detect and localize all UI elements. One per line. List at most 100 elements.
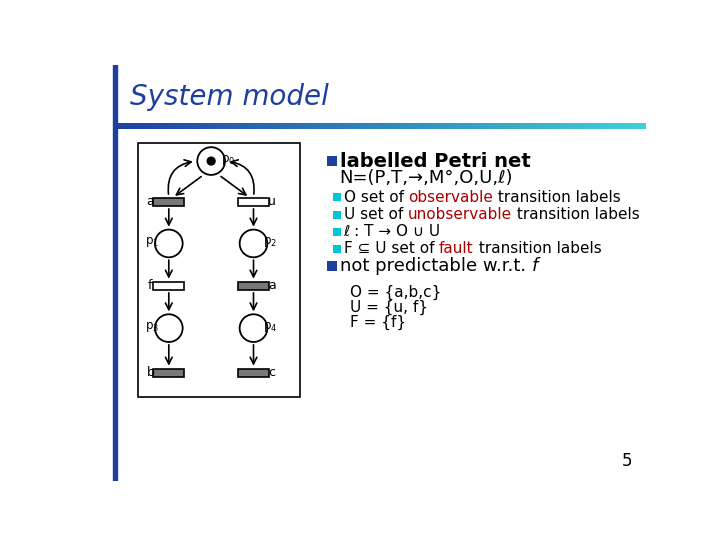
Bar [189,123,192,129]
Bar [365,123,368,129]
Bar [215,123,218,129]
Bar [598,123,601,129]
Bar [327,261,337,271]
Bar [333,123,336,129]
Bar [435,123,438,129]
Bar [250,123,253,129]
Text: 5: 5 [621,453,632,470]
Text: unobservable: unobservable [408,207,512,222]
Text: F = {f}: F = {f} [350,315,406,330]
Bar [328,123,330,129]
Bar [323,123,325,129]
Bar [212,123,215,129]
Bar [448,123,451,129]
Bar [462,123,464,129]
Bar [569,123,572,129]
Bar [223,123,226,129]
Bar [180,123,184,129]
Bar [582,123,585,129]
Bar [424,123,427,129]
Text: not predictable w.r.t.: not predictable w.r.t. [340,256,531,275]
Bar [207,123,210,129]
Bar [132,123,135,129]
Bar [153,369,184,377]
Bar [234,123,237,129]
Bar [389,123,392,129]
Bar [298,123,301,129]
Bar [309,123,312,129]
Bar [400,123,403,129]
Bar [531,123,534,129]
Bar [279,123,282,129]
Bar [528,123,531,129]
Bar [242,123,245,129]
Bar [469,123,472,129]
Bar [202,123,204,129]
Bar [627,123,631,129]
Bar [354,123,357,129]
Circle shape [240,230,267,257]
Bar [577,123,580,129]
Text: u: u [268,195,276,208]
Bar [343,123,347,129]
Circle shape [155,314,183,342]
Bar [256,123,258,129]
Bar [238,281,269,290]
Bar [405,123,408,129]
Bar [494,123,497,129]
Bar [119,123,122,129]
Bar [454,123,456,129]
Bar [143,123,146,129]
Bar [138,143,300,397]
Text: labelled Petri net: labelled Petri net [340,152,531,171]
Bar [130,123,132,129]
Circle shape [207,157,216,166]
Bar [429,123,433,129]
Bar [333,245,341,253]
Bar [370,123,374,129]
Circle shape [197,147,225,175]
Bar [485,123,489,129]
Bar [518,123,521,129]
Bar [502,123,505,129]
Bar [510,123,513,129]
Bar [617,123,620,129]
Bar [590,123,593,129]
Bar [464,123,467,129]
Bar [164,123,167,129]
Bar [614,123,617,129]
Text: c: c [269,366,276,379]
Bar [325,123,328,129]
Bar [264,123,266,129]
Bar [336,123,338,129]
Text: p$_4$: p$_4$ [264,320,278,334]
Bar [258,123,261,129]
Bar [238,198,269,206]
Bar [153,198,184,206]
Bar [175,123,178,129]
Text: U set of: U set of [343,207,408,222]
Bar [333,193,341,201]
Bar [552,123,556,129]
Bar [266,123,269,129]
Bar [547,123,550,129]
Bar [593,123,595,129]
Bar [633,123,636,129]
Bar [443,123,446,129]
Bar [513,123,516,129]
Bar [588,123,590,129]
Text: fault: fault [439,241,474,256]
Bar [237,123,240,129]
Bar [416,123,419,129]
Bar [349,123,352,129]
Bar [644,123,647,129]
Text: O = {a,b,c}: O = {a,b,c} [350,285,441,300]
Bar [197,123,199,129]
Bar [402,123,405,129]
Bar [541,123,545,129]
Text: transition labels: transition labels [512,207,639,222]
Bar [459,123,462,129]
Bar [330,123,333,129]
Bar [560,123,564,129]
Bar [384,123,387,129]
